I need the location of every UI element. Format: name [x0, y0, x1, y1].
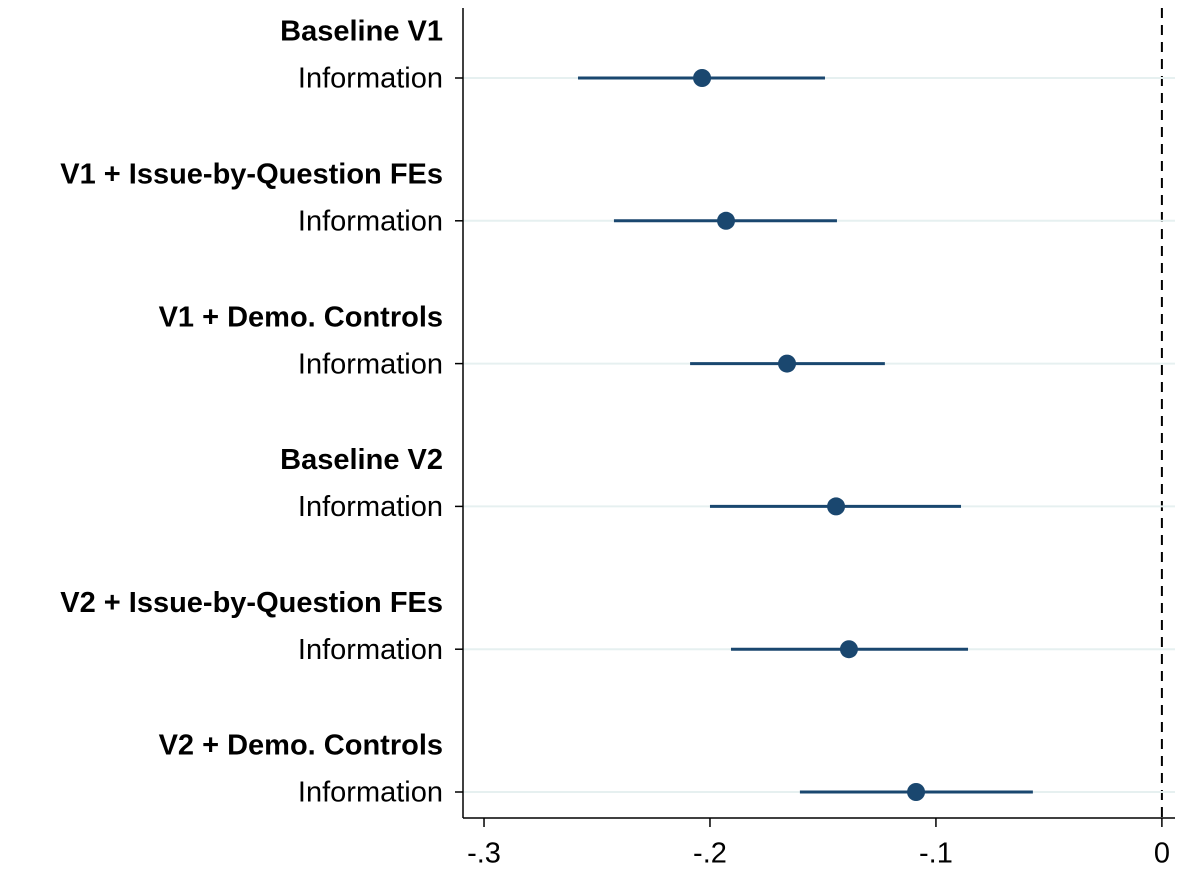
x-tick-label: -.2	[693, 838, 727, 870]
term-label: Information	[298, 634, 443, 666]
x-tick-label: -.3	[467, 838, 501, 870]
x-tick-label: -.1	[919, 838, 953, 870]
group-title: Baseline V2	[280, 444, 443, 476]
term-label: Information	[298, 205, 443, 237]
group-title: V2 + Issue-by-Question FEs	[60, 587, 443, 619]
term-label: Information	[298, 777, 443, 809]
group-title: V2 + Demo. Controls	[159, 730, 443, 762]
group-title: V1 + Demo. Controls	[159, 301, 443, 333]
point-estimate	[907, 783, 926, 801]
point-estimate	[827, 497, 846, 516]
point-estimate	[839, 640, 858, 659]
term-label: Information	[298, 348, 443, 380]
point-estimate	[693, 69, 712, 87]
group-title: Baseline V1	[280, 16, 443, 48]
point-estimate	[778, 354, 797, 373]
point-estimate	[717, 211, 736, 230]
term-label: Information	[298, 491, 443, 523]
group-title: V1 + Issue-by-Question FEs	[60, 158, 443, 190]
term-label: Information	[298, 63, 443, 95]
x-tick-label: 0	[1154, 838, 1170, 870]
